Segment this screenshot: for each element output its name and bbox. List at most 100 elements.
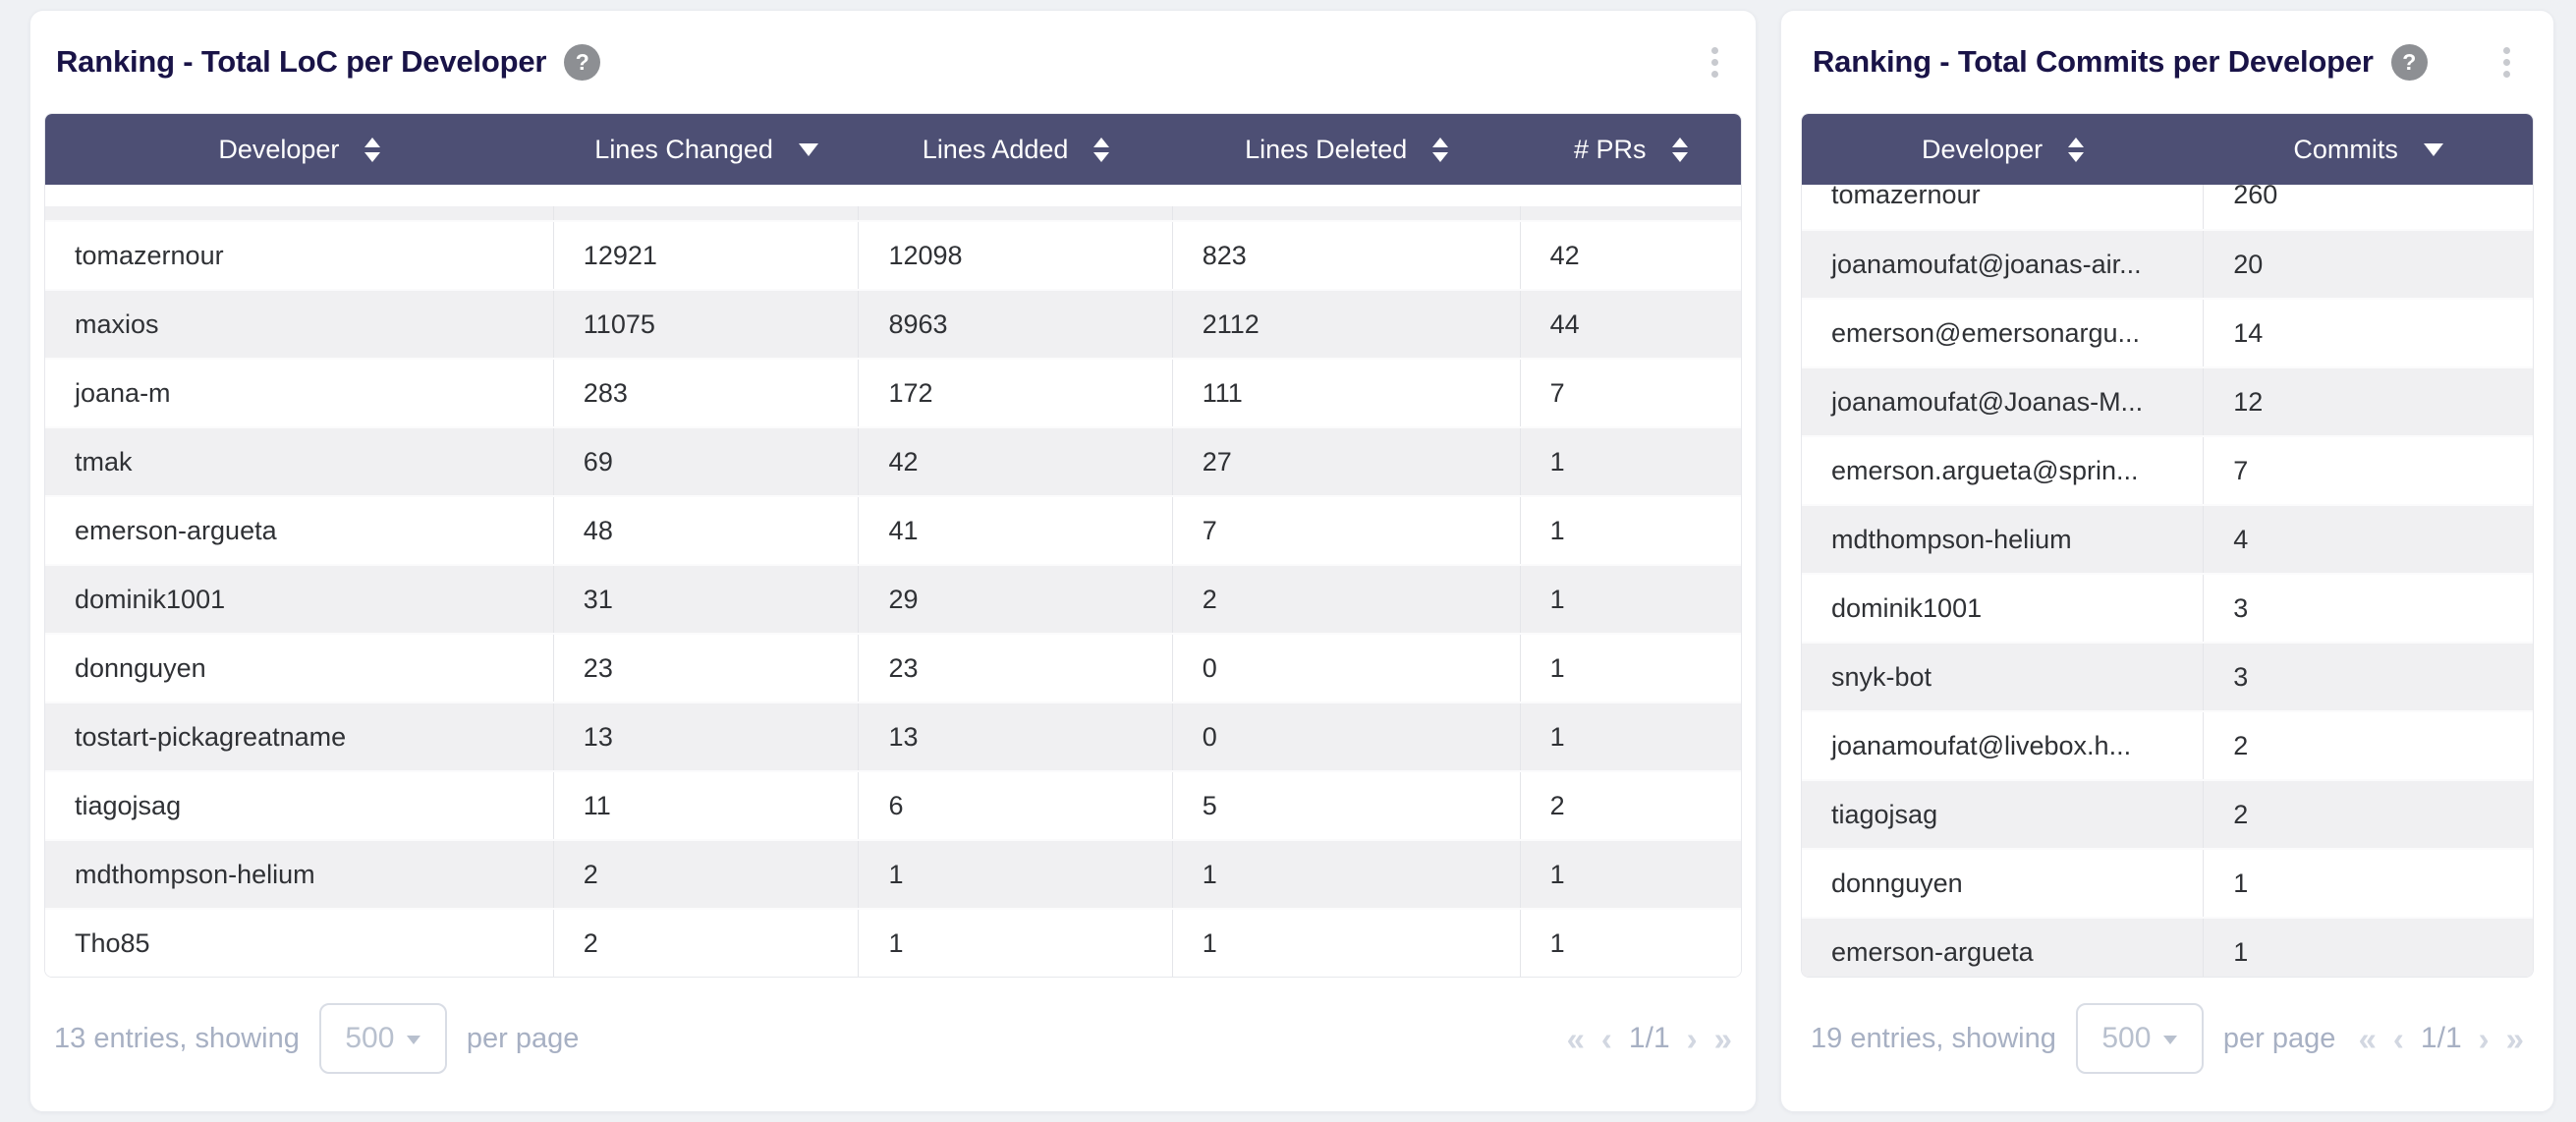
- value-cell: 27: [1173, 428, 1521, 495]
- developer-cell: emerson-argueta: [1802, 919, 2205, 977]
- value-cell: 2: [554, 910, 860, 977]
- kebab-menu-icon[interactable]: [2497, 41, 2516, 84]
- developer-cell: Tho85: [45, 910, 554, 977]
- per-page-text: per page: [466, 1022, 580, 1054]
- table-body: tomazernour 260 joanamoufat@joanas-air... 2…: [1802, 185, 2533, 977]
- kebab-menu-icon[interactable]: [1706, 41, 1724, 84]
- value-cell: 23: [554, 635, 860, 701]
- value-cell: 111: [1173, 360, 1521, 426]
- table-row: tomazernour 12921 12098 823 42: [45, 220, 1741, 289]
- value-cell: 7: [1549, 377, 1565, 408]
- value-cell: 44: [1549, 309, 1580, 339]
- column-header-prs[interactable]: # PRs: [1521, 114, 1741, 185]
- sort-both-icon: [1671, 137, 1688, 162]
- developer-cell: donnguyen: [1802, 850, 2205, 917]
- value-cell: 2: [2233, 730, 2249, 760]
- value-cell: 3: [2233, 661, 2249, 692]
- developer-cell: tomazernour: [45, 222, 554, 289]
- value-cell: 12921: [554, 222, 860, 289]
- value-cell: 12098: [859, 222, 1173, 289]
- value-cell: 1: [1549, 859, 1565, 889]
- table-row: joanamoufat@livebox.h... 2: [1802, 710, 2533, 779]
- table-row: Tho85 2 1 1 1: [45, 908, 1741, 977]
- table-row: tmak 69 42 27 1: [45, 426, 1741, 495]
- entries-text: 13 entries, showing: [54, 1022, 300, 1054]
- table-row: dominik1001 31 29 2 1: [45, 564, 1741, 633]
- value-cell: 12: [2233, 386, 2264, 417]
- table-row: donnguyen 1: [1802, 848, 2533, 917]
- next-page-button[interactable]: ›: [1686, 1020, 1698, 1057]
- value-cell: 1: [1173, 841, 1521, 908]
- value-cell: 14: [2233, 317, 2264, 348]
- column-label: Developer: [1922, 134, 2044, 164]
- help-icon[interactable]: ?: [2390, 43, 2428, 81]
- first-page-button[interactable]: «: [2358, 1020, 2377, 1057]
- developer-cell: joana-m: [45, 360, 554, 426]
- value-cell: 5: [1173, 772, 1521, 839]
- pagination: « ‹ 1/1 › »: [2359, 1022, 2524, 1055]
- sort-both-icon: [1093, 137, 1110, 162]
- column-header-commits[interactable]: Commits: [2204, 114, 2533, 185]
- table-row: emerson-argueta 1: [1802, 917, 2533, 977]
- developer-cell: joanamoufat@joanas-air...: [1802, 231, 2205, 298]
- sort-desc-icon: [798, 142, 818, 156]
- last-page-button[interactable]: »: [2505, 1020, 2524, 1057]
- developer-cell: mdthompson-helium: [1802, 506, 2205, 573]
- table-row: mdthompson-helium 4: [1802, 504, 2533, 573]
- first-page-button[interactable]: «: [1566, 1020, 1585, 1057]
- sort-both-icon: [1432, 137, 1449, 162]
- clipped-row: [45, 206, 1741, 220]
- prev-page-button[interactable]: ‹: [1600, 1020, 1612, 1057]
- value-cell: 1: [1173, 910, 1521, 977]
- developer-cell: tiagojsag: [1802, 781, 2205, 848]
- loc-table: Developer Lines Changed Lines Added Lines D…: [44, 113, 1742, 978]
- value-cell: 41: [859, 497, 1173, 564]
- column-label: Commits: [2293, 134, 2398, 164]
- page-size-dropdown[interactable]: 500: [2075, 1003, 2204, 1074]
- last-page-button[interactable]: »: [1713, 1020, 1732, 1057]
- ranking-commits-card: Ranking - Total Commits per Developer ? …: [1780, 10, 2554, 1112]
- page-size-dropdown[interactable]: 500: [318, 1003, 447, 1074]
- next-page-button[interactable]: ›: [2478, 1020, 2490, 1057]
- table-row: donnguyen 23 23 0 1: [45, 633, 1741, 701]
- value-cell: 42: [859, 428, 1173, 495]
- value-cell: 1: [1549, 515, 1565, 545]
- column-label: Lines Changed: [594, 134, 773, 164]
- table-row: joana-m 283 172 111 7: [45, 358, 1741, 426]
- value-cell: 48: [554, 497, 860, 564]
- value-cell: 7: [1173, 497, 1521, 564]
- card-header: Ranking - Total Commits per Developer ?: [1801, 11, 2534, 113]
- column-header-lines-changed[interactable]: Lines Changed: [554, 114, 860, 185]
- table-row: tiagojsag 2: [1802, 779, 2533, 848]
- sort-both-icon: [2068, 137, 2085, 162]
- value-cell: 4: [2233, 524, 2249, 554]
- value-cell: 2: [554, 841, 860, 908]
- clipped-cell: [1521, 206, 1741, 220]
- value-cell: 1: [1549, 721, 1565, 752]
- entries-text: 19 entries, showing: [1811, 1022, 2056, 1054]
- table-row: dominik1001 3: [1802, 573, 2533, 642]
- value-cell: 172: [859, 360, 1173, 426]
- column-label: # PRs: [1574, 134, 1647, 164]
- developer-cell: tostart-pickagreatname: [45, 703, 554, 770]
- column-header-developer[interactable]: Developer: [45, 114, 554, 185]
- help-icon[interactable]: ?: [564, 43, 601, 81]
- column-header-lines-deleted[interactable]: Lines Deleted: [1173, 114, 1521, 185]
- developer-cell: emerson-argueta: [45, 497, 554, 564]
- table-row: tomazernour 260: [1802, 185, 2533, 229]
- page-indicator: 1/1: [2420, 1022, 2462, 1054]
- developer-cell: emerson.argueta@sprin...: [1802, 437, 2205, 504]
- table-header-row: Developer Lines Changed Lines Added Lines D…: [45, 114, 1741, 185]
- prev-page-button[interactable]: ‹: [2392, 1020, 2404, 1057]
- column-header-lines-added[interactable]: Lines Added: [859, 114, 1172, 185]
- table-row: joanamoufat@Joanas-M... 12: [1802, 366, 2533, 435]
- value-cell: 6: [859, 772, 1173, 839]
- table-row: maxios 11075 8963 2112 44: [45, 289, 1741, 358]
- value-cell: 11075: [554, 291, 860, 358]
- clipped-cell: [859, 206, 1173, 220]
- column-header-developer[interactable]: Developer: [1802, 114, 2204, 185]
- value-cell: 8963: [859, 291, 1173, 358]
- developer-cell: tomazernour: [1802, 185, 2205, 229]
- value-cell: 1: [2233, 936, 2249, 967]
